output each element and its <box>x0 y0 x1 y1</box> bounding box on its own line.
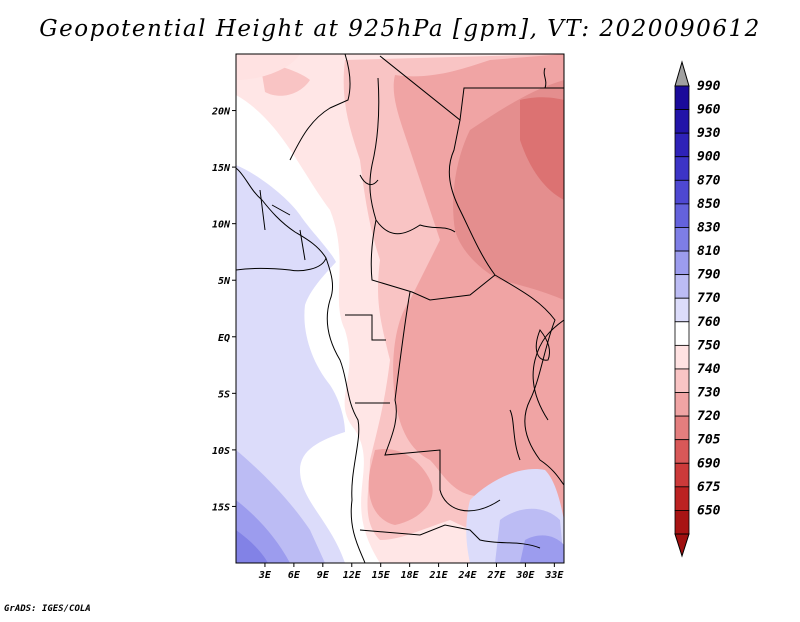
border-car-south <box>370 219 496 301</box>
colorbar-swatch <box>674 510 690 535</box>
colorbar-swatch <box>674 227 690 252</box>
border-drc-west <box>384 291 501 512</box>
colorbar-label: 705 <box>697 433 721 448</box>
colorbar-label: 790 <box>697 268 721 283</box>
colorbar: 990 960 930 900 870 850 830 810 790 770 760 750 740 7… <box>674 60 721 558</box>
border-uganda-kenya <box>532 319 564 421</box>
colorbar-label: 830 <box>697 220 721 235</box>
colorbar-label: 750 <box>697 338 721 353</box>
colorbar-swatch <box>674 203 690 228</box>
lon-tick-label: 9E <box>317 570 330 581</box>
border-chad-west <box>369 77 380 221</box>
lat-tick-label: 15S <box>212 502 230 513</box>
field-715-area <box>520 97 564 200</box>
lon-tick-label: 12E <box>343 570 362 581</box>
colorbar-label: 900 <box>697 150 721 165</box>
colorbar-label: 720 <box>697 409 721 424</box>
colorbar-swatch <box>674 250 690 276</box>
lon-tick-label: 30E <box>515 570 535 581</box>
lat-tick-label: 20N <box>211 107 231 118</box>
lon-tick-label: 6E <box>288 570 301 581</box>
colorbar-swatch <box>674 439 690 464</box>
lon-tick-label: 24E <box>457 570 477 581</box>
lake-victoria <box>535 329 551 361</box>
lon-tick-label: 18E <box>401 570 420 581</box>
colorbar-swatch <box>674 368 690 393</box>
border-niger <box>289 54 351 161</box>
borders-west-africa <box>259 189 306 261</box>
colorbar-label: 870 <box>697 173 721 188</box>
lat-axis: 20N 15N 10N 5N EQ 5S 10S 15S <box>211 107 236 513</box>
lat-tick-label: 10N <box>212 220 231 231</box>
colorbar-swatch <box>674 344 690 370</box>
map-frame <box>235 53 565 564</box>
border-gabon <box>345 314 386 341</box>
map-title: Geopotential Height at 925hPa [gpm], VT:… <box>39 16 761 42</box>
colorbar-label: 650 <box>697 503 721 518</box>
lon-tick-label: 27E <box>486 570 506 581</box>
colorbar-label: 730 <box>697 386 721 401</box>
colorbar-swatch <box>674 274 690 299</box>
lon-tick-label: 33E <box>544 570 564 581</box>
coastline-west-africa <box>236 167 327 272</box>
lon-tick-label: 3E <box>258 570 272 581</box>
borders <box>236 54 564 563</box>
lon-axis: 3E 6E 9E 12E 15E 18E 21E 24E 27E 30E 33E <box>258 563 564 581</box>
colorbar-top-arrow <box>674 60 690 87</box>
nile-delta <box>543 67 547 89</box>
colorbar-label: 960 <box>697 103 721 118</box>
lat-tick-label: 15N <box>212 163 231 174</box>
colorbar-label: 770 <box>697 291 721 306</box>
colorbar-label: 690 <box>697 456 721 471</box>
field-750-nw <box>236 54 300 80</box>
border-chad-sudan <box>448 119 496 276</box>
colorbar-swatch <box>674 415 690 441</box>
field-730-south <box>368 449 433 525</box>
colorbar-bottom-arrow <box>674 533 690 558</box>
field-810-east <box>520 535 564 563</box>
coastline-central-africa <box>325 257 366 563</box>
colorbar-swatch <box>674 85 690 110</box>
border-drc-east <box>494 274 564 486</box>
colorbar-label: 675 <box>697 480 721 495</box>
colorbar-swatch <box>674 462 690 488</box>
border-namibia <box>359 524 541 549</box>
colorbar-label: 760 <box>697 315 721 330</box>
colorbar-label: 810 <box>697 244 721 259</box>
colorbar-swatch <box>674 392 690 417</box>
lat-tick-label: 5S <box>218 389 230 400</box>
grads-credit: GrADS: IGES/COLA <box>4 604 91 614</box>
colorbar-swatch <box>674 321 690 346</box>
colorbar-label: 850 <box>697 197 721 212</box>
lake-chad <box>359 174 379 186</box>
colorbar-swatch <box>674 486 690 511</box>
colorbar-swatch <box>674 179 690 205</box>
colorbar-swatch <box>674 156 690 181</box>
field-770-ocean <box>236 165 345 563</box>
colorbar-swatch <box>674 109 690 134</box>
lat-tick-label: EQ <box>218 333 230 344</box>
height-field <box>236 54 564 563</box>
border-libya-sudan <box>379 55 564 121</box>
colorbar-label: 930 <box>697 126 721 141</box>
lat-tick-label: 5N <box>218 276 231 287</box>
border-car-north <box>375 219 456 235</box>
field-830-ocean <box>236 530 268 563</box>
colorbar-swatch <box>674 297 690 323</box>
colorbar-swatch <box>674 132 690 158</box>
colorbar-label: 990 <box>697 79 721 94</box>
lon-tick-label: 21E <box>429 570 449 581</box>
colorbar-label: 740 <box>697 362 721 377</box>
lat-tick-label: 10S <box>212 446 230 457</box>
lake-tanganyika <box>509 409 521 461</box>
lon-tick-label: 15E <box>372 570 391 581</box>
